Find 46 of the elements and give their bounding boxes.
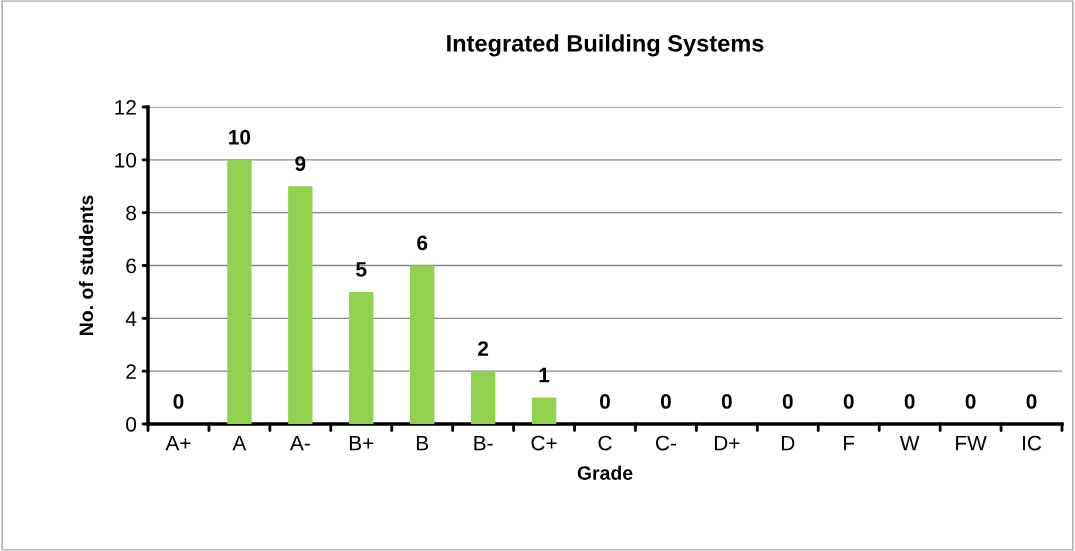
data-label: 5: [356, 262, 367, 277]
x-tick-label: A: [232, 435, 247, 451]
y-tick-label: 12: [115, 100, 136, 115]
x-tick-label: C-: [656, 435, 676, 451]
bar: [349, 291, 374, 424]
y-axis-title: No. of students: [78, 195, 94, 335]
x-tick-label: B-: [474, 435, 493, 451]
data-label: 0: [721, 394, 732, 409]
x-axis-title: Grade: [577, 465, 633, 480]
data-label: 0: [173, 394, 184, 409]
data-label: 0: [660, 394, 671, 409]
x-tick-label: W: [899, 435, 920, 451]
data-label: 0: [782, 394, 793, 409]
data-label: 0: [1026, 394, 1037, 409]
y-tick-label: 10: [115, 152, 137, 168]
x-tick-label: IC: [1023, 435, 1042, 451]
data-label: 6: [417, 235, 428, 251]
x-tick-label: C: [598, 435, 612, 451]
y-tick-label: 6: [126, 258, 136, 274]
data-label: 9: [295, 156, 306, 172]
y-tick-label: 4: [125, 311, 137, 326]
data-label: 0: [600, 394, 610, 409]
x-tick-label: F: [844, 435, 855, 451]
x-tick-label: A-: [289, 435, 310, 451]
bar: [410, 265, 435, 424]
x-tick-label: C+: [531, 435, 557, 451]
bar: [227, 159, 252, 424]
data-label: 0: [965, 394, 976, 409]
data-label: 1: [539, 367, 550, 383]
chart-title: Integrated Building Systems: [447, 34, 764, 57]
x-tick-label: D+: [714, 435, 740, 451]
data-label: 0: [904, 394, 915, 409]
bar: [531, 397, 557, 424]
y-tick-label: 2: [126, 364, 136, 379]
data-label: 0: [843, 394, 854, 409]
x-tick-label: B: [416, 435, 429, 451]
y-tick-label: 0: [126, 417, 137, 432]
bar: [288, 186, 313, 424]
x-tick-label: FW: [956, 435, 987, 451]
x-tick-label: D: [781, 435, 795, 451]
data-label: 10: [229, 129, 251, 145]
y-tick-label: 8: [126, 205, 136, 221]
x-tick-label: B+: [349, 435, 374, 451]
data-label: 2: [478, 341, 489, 356]
bar: [470, 371, 496, 424]
x-tick-label: A+: [165, 435, 191, 451]
